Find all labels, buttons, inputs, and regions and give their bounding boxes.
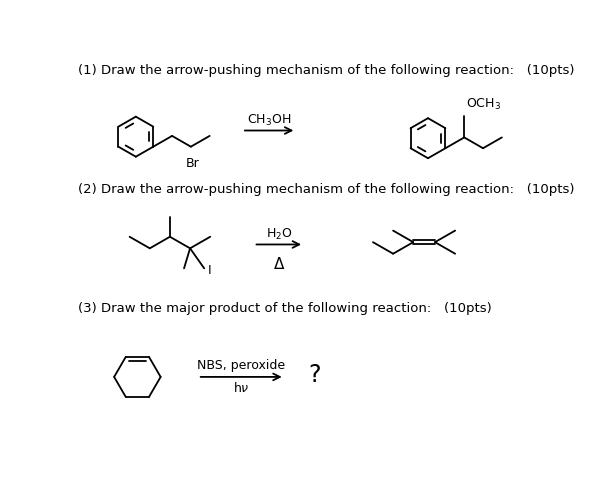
Text: (1) Draw the arrow-pushing mechanism of the following reaction:   (10pts): (1) Draw the arrow-pushing mechanism of …	[78, 64, 575, 76]
Text: ?: ?	[308, 363, 320, 387]
Text: NBS, peroxide: NBS, peroxide	[197, 359, 285, 372]
Text: (2) Draw the arrow-pushing mechanism of the following reaction:   (10pts): (2) Draw the arrow-pushing mechanism of …	[78, 183, 575, 196]
Text: I: I	[208, 264, 212, 277]
Text: $\Delta$: $\Delta$	[273, 256, 285, 272]
Text: CH$_3$OH: CH$_3$OH	[247, 113, 291, 128]
Text: Br: Br	[186, 157, 199, 171]
Text: H$_2$O: H$_2$O	[266, 227, 292, 242]
Text: h$\nu$: h$\nu$	[233, 381, 250, 395]
Text: OCH$_3$: OCH$_3$	[466, 97, 500, 112]
Text: (3) Draw the major product of the following reaction:   (10pts): (3) Draw the major product of the follow…	[78, 302, 492, 315]
